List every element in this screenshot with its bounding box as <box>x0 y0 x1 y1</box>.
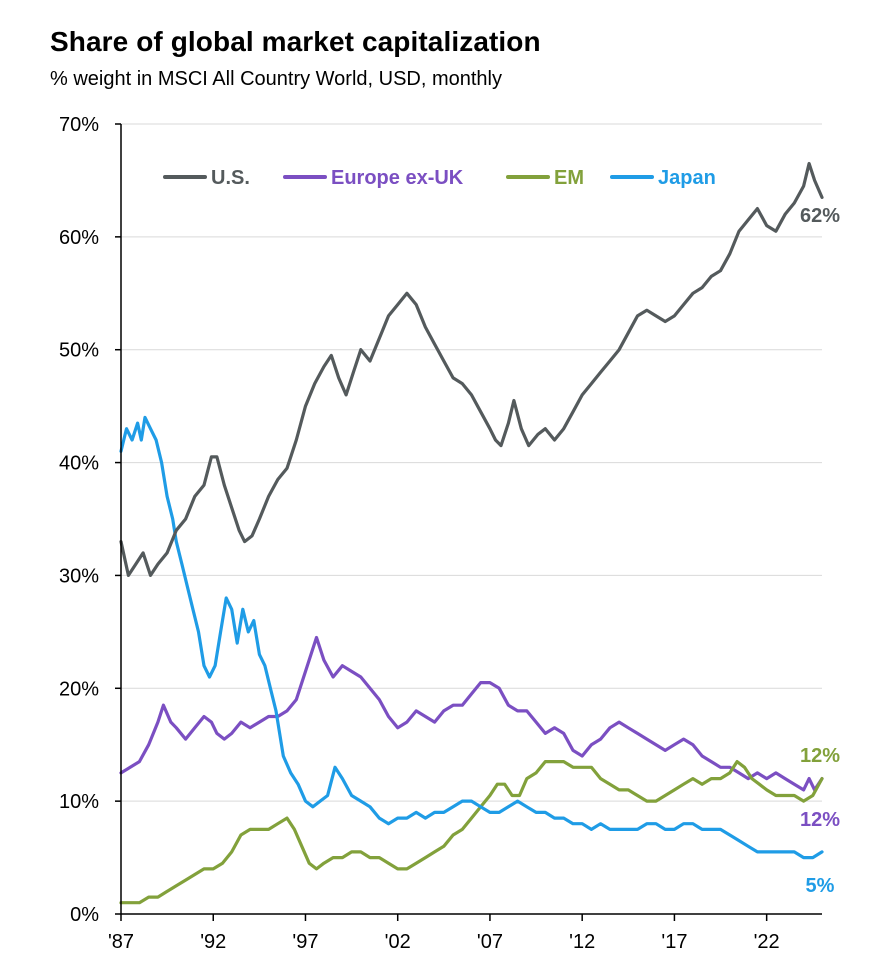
x-tick-label: '02 <box>385 931 411 953</box>
end-label-em: 12% <box>800 745 840 767</box>
x-tick-label: '87 <box>108 931 134 953</box>
series-line-u-s <box>119 161 824 577</box>
legend-label-europe-ex-uk: Europe ex-UK <box>331 167 464 189</box>
y-tick-label: 0% <box>70 904 99 926</box>
y-tick-label: 50% <box>59 340 99 362</box>
x-tick-label: '07 <box>477 931 503 953</box>
end-label-japan: 5% <box>806 875 835 897</box>
y-tick-label: 40% <box>59 453 99 475</box>
legend-label-em: EM <box>554 167 584 189</box>
y-tick-label: 70% <box>59 114 99 136</box>
y-axis-ticks: 0% 10% 20% 30% 40% 50% 60% 70% <box>59 114 121 926</box>
end-label-europe-ex-uk: 12% <box>800 809 840 831</box>
legend: U.S. Europe ex-UK EM Japan <box>163 167 716 189</box>
chart-subtitle: % weight in MSCI All Country World, USD,… <box>50 68 503 90</box>
gridlines <box>121 123 822 802</box>
x-tick-label: '92 <box>200 931 226 953</box>
series-line-japan <box>119 415 824 860</box>
y-tick-label: 10% <box>59 791 99 813</box>
x-tick-label: '17 <box>661 931 687 953</box>
series-lines <box>119 161 824 905</box>
x-axis-ticks: '87 '92 '97 '02 '07 '12 '17 '22 <box>108 914 780 953</box>
series-line-em <box>119 760 824 905</box>
end-labels: 62% 12% 12% 5% <box>800 205 840 897</box>
chart-title: Share of global market capitalization <box>50 26 541 57</box>
x-tick-label: '22 <box>754 931 780 953</box>
x-tick-label: '12 <box>569 931 595 953</box>
legend-label-u-s: U.S. <box>211 167 250 189</box>
series-line-europe-ex-uk <box>119 635 824 792</box>
y-tick-label: 20% <box>59 678 99 700</box>
y-tick-label: 30% <box>59 565 99 587</box>
y-tick-label: 60% <box>59 227 99 249</box>
x-tick-label: '97 <box>292 931 318 953</box>
legend-label-japan: Japan <box>658 167 716 189</box>
end-label-u-s: 62% <box>800 205 840 227</box>
